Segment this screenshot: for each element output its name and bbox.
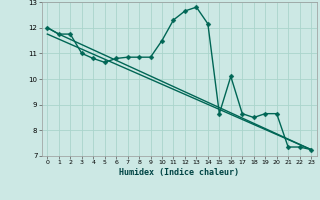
X-axis label: Humidex (Indice chaleur): Humidex (Indice chaleur) <box>119 168 239 177</box>
